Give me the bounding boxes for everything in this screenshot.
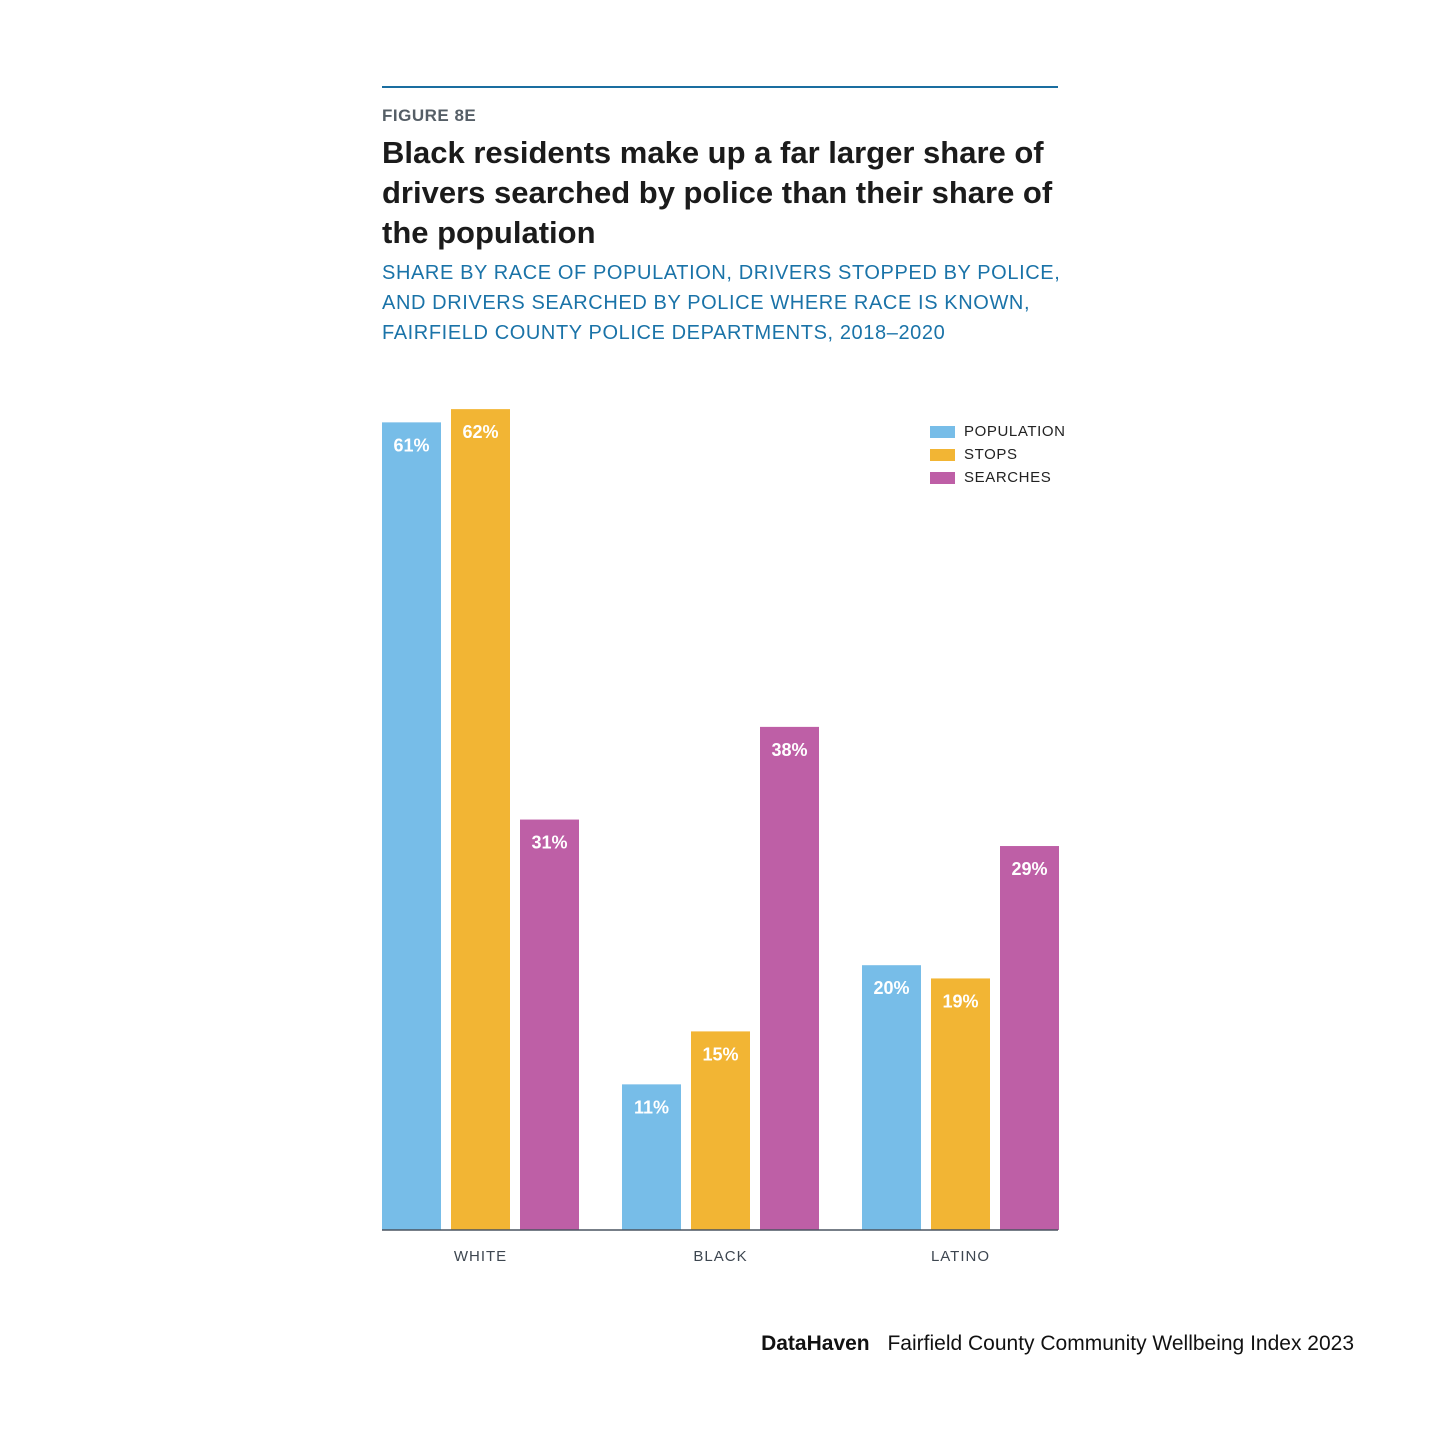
legend-item-stops: STOPS (930, 443, 1066, 466)
data-label-white-stops: 62% (462, 422, 498, 442)
x-tick-label-white: WHITE (454, 1248, 507, 1265)
legend-item-searches: SEARCHES (930, 466, 1066, 489)
bar-white-population (382, 422, 441, 1230)
data-label-black-stops: 15% (702, 1044, 738, 1064)
bar-latino-population (862, 965, 921, 1230)
chart-title: Black residents make up a far larger sha… (382, 135, 1053, 250)
legend-label-population: POPULATION (964, 423, 1066, 440)
bars-layer: 61% 62% 31% 11% 15% 38% 20% 19% 29% (382, 409, 1059, 1230)
footer-publication: Fairfield County Community Wellbeing Ind… (887, 1332, 1354, 1355)
x-tick-label-latino: LATINO (931, 1248, 990, 1265)
data-label-white-population: 61% (393, 435, 429, 455)
bar-latino-searches (1000, 846, 1059, 1230)
x-tick-labels: WHITE BLACK LATINO (454, 1248, 990, 1265)
bar-black-population (622, 1084, 681, 1230)
data-label-white-searches: 31% (531, 833, 567, 853)
footer-brand: DataHaven (761, 1332, 870, 1355)
bar-white-searches (520, 819, 579, 1230)
chart-legend: POPULATION STOPS SEARCHES (930, 420, 1066, 489)
legend-label-searches: SEARCHES (964, 469, 1052, 486)
legend-swatch-population (930, 425, 955, 438)
chart-subtitle: SHARE BY RACE OF POPULATION, DRIVERS STO… (382, 262, 1061, 344)
figure-label: FIGURE 8E (382, 106, 477, 125)
legend-item-population: POPULATION (930, 420, 1066, 443)
footer-credit: DataHaven Fairfield County Community Wel… (761, 1332, 1354, 1356)
bar-black-stops (691, 1031, 750, 1230)
bar-latino-stops (931, 978, 990, 1230)
data-label-latino-searches: 29% (1011, 859, 1047, 879)
data-label-latino-stops: 19% (942, 991, 978, 1011)
legend-label-stops: STOPS (964, 446, 1018, 463)
bar-black-searches (760, 726, 819, 1230)
x-tick-label-black: BLACK (693, 1248, 747, 1265)
legend-swatch-searches (930, 471, 955, 484)
legend-swatch-stops (930, 448, 955, 461)
data-label-black-searches: 38% (771, 740, 807, 760)
top-rule (382, 86, 1058, 88)
bar-white-stops (451, 409, 510, 1230)
data-label-black-population: 11% (634, 1097, 669, 1117)
data-label-latino-population: 20% (873, 978, 909, 998)
